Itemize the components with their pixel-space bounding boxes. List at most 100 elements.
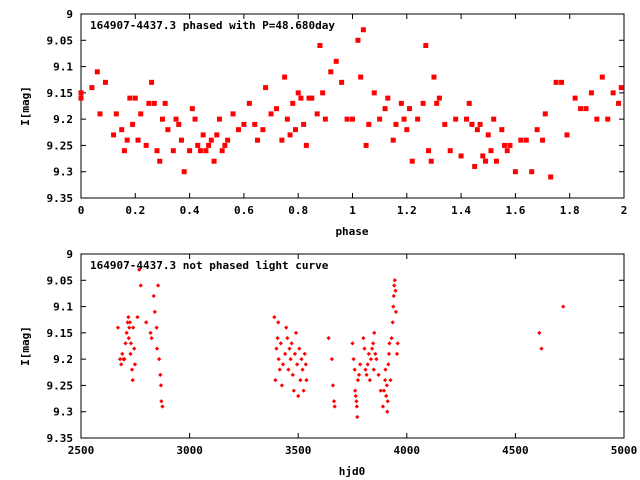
data-point xyxy=(447,148,453,154)
data-point xyxy=(124,137,130,143)
data-point xyxy=(351,357,356,362)
y-tick-label: 9 xyxy=(66,8,73,21)
data-point xyxy=(151,100,157,106)
data-point xyxy=(458,153,464,159)
data-point xyxy=(401,116,407,122)
data-point xyxy=(314,111,320,117)
data-point xyxy=(371,90,377,96)
y-tick-label: 9.05 xyxy=(47,274,74,287)
data-point xyxy=(155,283,161,288)
x-tick-label: 1.2 xyxy=(397,204,417,217)
data-point xyxy=(274,346,279,351)
data-point xyxy=(542,111,548,117)
data-point xyxy=(395,341,400,346)
data-point xyxy=(273,106,279,112)
data-point xyxy=(355,378,361,383)
data-point xyxy=(273,378,278,383)
data-point xyxy=(363,367,368,372)
data-point xyxy=(378,388,383,393)
data-point xyxy=(618,85,624,91)
data-point xyxy=(367,378,372,383)
data-point xyxy=(392,278,397,283)
data-point xyxy=(357,362,363,367)
y-tick-label: 9.25 xyxy=(47,379,74,392)
data-point xyxy=(200,132,206,138)
data-point xyxy=(518,137,524,143)
data-point xyxy=(356,372,362,378)
data-point xyxy=(187,148,193,154)
y-tick-label: 9.15 xyxy=(47,87,74,100)
data-point xyxy=(333,58,339,64)
data-point xyxy=(197,148,203,154)
data-point xyxy=(366,351,371,357)
data-point xyxy=(282,74,288,80)
data-point xyxy=(214,132,220,138)
data-point xyxy=(512,169,518,175)
data-point xyxy=(386,362,391,367)
data-point xyxy=(287,346,292,351)
data-point xyxy=(368,357,374,362)
data-point xyxy=(385,95,391,101)
data-point xyxy=(386,351,392,357)
unphased-plot-xlabel: hjd0 xyxy=(339,465,366,478)
data-point xyxy=(387,341,392,346)
data-point xyxy=(488,148,494,154)
x-tick-label: 1 xyxy=(349,204,356,217)
data-point xyxy=(394,351,400,357)
data-point xyxy=(132,362,137,367)
data-point xyxy=(206,142,212,148)
data-point xyxy=(561,304,566,309)
data-point xyxy=(144,320,149,325)
data-point xyxy=(288,357,293,362)
data-point xyxy=(594,116,600,122)
data-point xyxy=(296,393,301,399)
data-point xyxy=(366,121,372,127)
x-tick-label: 4000 xyxy=(394,444,421,457)
data-point xyxy=(466,100,472,106)
data-point xyxy=(474,127,480,133)
data-point xyxy=(78,90,84,96)
phased-plot-ylabel: I[mag] xyxy=(19,86,32,126)
data-point xyxy=(392,283,397,288)
data-point xyxy=(170,148,176,154)
data-point xyxy=(89,85,95,91)
data-point xyxy=(599,74,605,80)
x-tick-label: 5000 xyxy=(611,444,638,457)
data-point xyxy=(588,90,594,96)
data-point xyxy=(278,341,283,346)
data-point xyxy=(115,325,121,330)
x-tick-label: 3500 xyxy=(285,444,312,457)
data-point xyxy=(301,388,306,393)
data-point xyxy=(539,346,544,351)
y-tick-label: 9.05 xyxy=(47,34,74,47)
data-point xyxy=(189,106,195,112)
data-point xyxy=(284,116,290,122)
data-point xyxy=(548,174,554,180)
data-point xyxy=(292,351,298,357)
data-point xyxy=(298,378,303,383)
data-point xyxy=(404,127,410,133)
data-point xyxy=(364,372,369,378)
x-tick-label: 1.8 xyxy=(560,204,580,217)
data-point xyxy=(369,346,375,351)
data-point xyxy=(363,142,369,148)
data-point xyxy=(355,414,360,420)
data-point xyxy=(385,409,390,414)
y-tick-label: 9.25 xyxy=(47,139,74,152)
x-tick-label: 1.6 xyxy=(505,204,525,217)
data-point xyxy=(431,74,437,80)
data-point xyxy=(376,372,381,378)
data-point xyxy=(332,404,337,409)
data-point xyxy=(616,100,622,106)
data-point xyxy=(380,404,386,409)
data-point xyxy=(285,335,290,341)
data-point xyxy=(504,148,510,154)
y-tick-label: 9.3 xyxy=(53,166,73,179)
data-point xyxy=(350,116,355,122)
data-point xyxy=(276,320,281,325)
data-point xyxy=(291,388,296,393)
data-point xyxy=(374,357,379,362)
data-point xyxy=(176,121,182,127)
data-point xyxy=(159,399,164,404)
data-point xyxy=(152,309,157,314)
